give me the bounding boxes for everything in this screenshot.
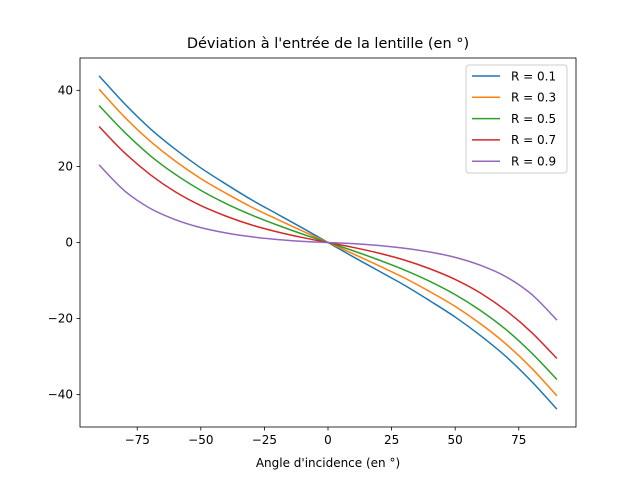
legend-label-3: R = 0.5 (511, 112, 556, 126)
legend: R = 0.1 R = 0.3 R = 0.5 R = 0.7 R = 0.9 (465, 64, 568, 174)
legend-label-1: R = 0.1 (511, 69, 556, 83)
x-tick-label: −50 (188, 433, 213, 447)
x-axis-label: Angle d'incidence (en °) (256, 456, 400, 470)
plot-area (79, 57, 577, 428)
y-tick-label: 40 (58, 83, 73, 97)
x-tick-label: 50 (448, 433, 463, 447)
y-tick-label: −20 (48, 312, 73, 326)
series-line-5 (98, 164, 558, 321)
x-tick-label: 75 (511, 433, 526, 447)
legend-label-2: R = 0.3 (511, 91, 556, 105)
x-tick-label: −25 (252, 433, 277, 447)
y-tick-label: 0 (65, 236, 73, 250)
y-tick-label: −40 (48, 388, 73, 402)
x-tick-label: 25 (384, 433, 399, 447)
legend-label-4: R = 0.7 (511, 133, 556, 147)
y-axis: −40 −20 0 20 40 (48, 83, 80, 402)
legend-label-5: R = 0.9 (511, 155, 556, 169)
y-tick-label: 20 (58, 159, 73, 173)
x-tick-label: −75 (125, 433, 150, 447)
legend-box (465, 64, 568, 174)
x-axis: −75 −50 −25 0 25 50 75 (125, 427, 526, 447)
chart-title: Déviation à l'entrée de la lentille (en … (187, 36, 469, 52)
x-tick-label: 0 (324, 433, 332, 447)
